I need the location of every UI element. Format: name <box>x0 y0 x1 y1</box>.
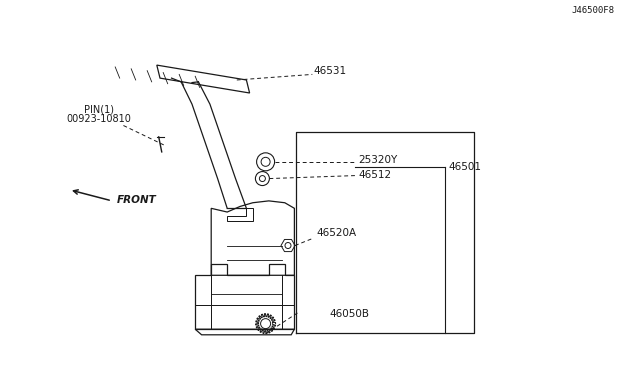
Text: 25320Y: 25320Y <box>358 155 397 165</box>
Text: 46531: 46531 <box>314 66 347 76</box>
Text: 46512: 46512 <box>358 170 392 180</box>
Text: FRONT: FRONT <box>116 195 156 205</box>
Text: 46520A: 46520A <box>317 228 357 237</box>
Text: 46050B: 46050B <box>330 310 370 319</box>
Text: 00923-10810: 00923-10810 <box>67 114 132 124</box>
Text: PIN(1): PIN(1) <box>84 105 114 115</box>
Text: J46500F8: J46500F8 <box>572 6 614 15</box>
Text: 46501: 46501 <box>448 163 481 172</box>
